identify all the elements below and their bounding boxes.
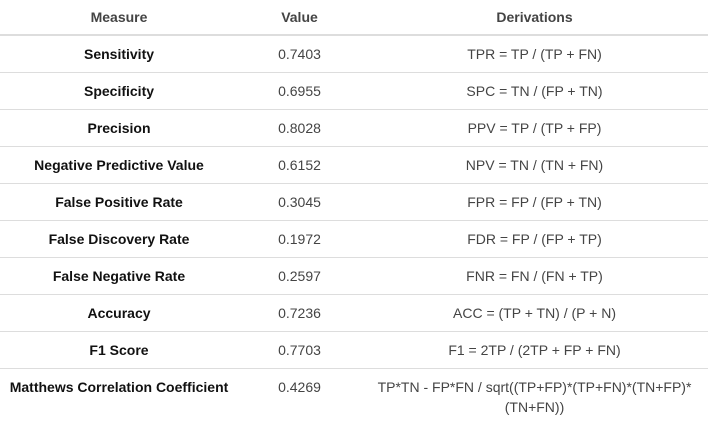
- table-row: False Discovery Rate 0.1972 FDR = FP / (…: [0, 221, 708, 258]
- table-row: Matthews Correlation Coefficient 0.4269 …: [0, 369, 708, 429]
- measure-cell: False Positive Rate: [0, 184, 238, 221]
- header-row: Measure Value Derivations: [0, 0, 708, 35]
- value-cell: 0.1972: [238, 221, 361, 258]
- derivation-cell: TP*TN - FP*FN / sqrt((TP+FP)*(TP+FN)*(TN…: [361, 369, 708, 429]
- value-cell: 0.7703: [238, 332, 361, 369]
- value-cell: 0.7403: [238, 35, 361, 73]
- table-row: Specificity 0.6955 SPC = TN / (FP + TN): [0, 73, 708, 110]
- measure-cell: Accuracy: [0, 295, 238, 332]
- table-body: Sensitivity 0.7403 TPR = TP / (TP + FN) …: [0, 35, 708, 429]
- derivation-cell: TPR = TP / (TP + FN): [361, 35, 708, 73]
- measure-cell: Matthews Correlation Coefficient: [0, 369, 238, 429]
- table-row: False Negative Rate 0.2597 FNR = FN / (F…: [0, 258, 708, 295]
- header-value: Value: [238, 0, 361, 35]
- measure-cell: Specificity: [0, 73, 238, 110]
- measure-cell: False Negative Rate: [0, 258, 238, 295]
- table-row: F1 Score 0.7703 F1 = 2TP / (2TP + FP + F…: [0, 332, 708, 369]
- derivation-cell: NPV = TN / (TN + FN): [361, 147, 708, 184]
- value-cell: 0.8028: [238, 110, 361, 147]
- derivation-cell: FPR = FP / (FP + TN): [361, 184, 708, 221]
- measure-cell: False Discovery Rate: [0, 221, 238, 258]
- derivation-cell: SPC = TN / (FP + TN): [361, 73, 708, 110]
- value-cell: 0.6152: [238, 147, 361, 184]
- derivation-cell: F1 = 2TP / (2TP + FP + FN): [361, 332, 708, 369]
- measure-cell: Negative Predictive Value: [0, 147, 238, 184]
- measure-cell: Precision: [0, 110, 238, 147]
- table-row: Precision 0.8028 PPV = TP / (TP + FP): [0, 110, 708, 147]
- table-header: Measure Value Derivations: [0, 0, 708, 35]
- value-cell: 0.7236: [238, 295, 361, 332]
- derivation-cell: PPV = TP / (TP + FP): [361, 110, 708, 147]
- header-measure: Measure: [0, 0, 238, 35]
- value-cell: 0.4269: [238, 369, 361, 429]
- table-row: Negative Predictive Value 0.6152 NPV = T…: [0, 147, 708, 184]
- value-cell: 0.2597: [238, 258, 361, 295]
- measure-cell: F1 Score: [0, 332, 238, 369]
- header-derivations: Derivations: [361, 0, 708, 35]
- derivation-cell: FNR = FN / (FN + TP): [361, 258, 708, 295]
- measure-cell: Sensitivity: [0, 35, 238, 73]
- value-cell: 0.6955: [238, 73, 361, 110]
- table-row: False Positive Rate 0.3045 FPR = FP / (F…: [0, 184, 708, 221]
- table-row: Accuracy 0.7236 ACC = (TP + TN) / (P + N…: [0, 295, 708, 332]
- derivation-cell: ACC = (TP + TN) / (P + N): [361, 295, 708, 332]
- table-row: Sensitivity 0.7403 TPR = TP / (TP + FN): [0, 35, 708, 73]
- value-cell: 0.3045: [238, 184, 361, 221]
- derivation-cell: FDR = FP / (FP + TP): [361, 221, 708, 258]
